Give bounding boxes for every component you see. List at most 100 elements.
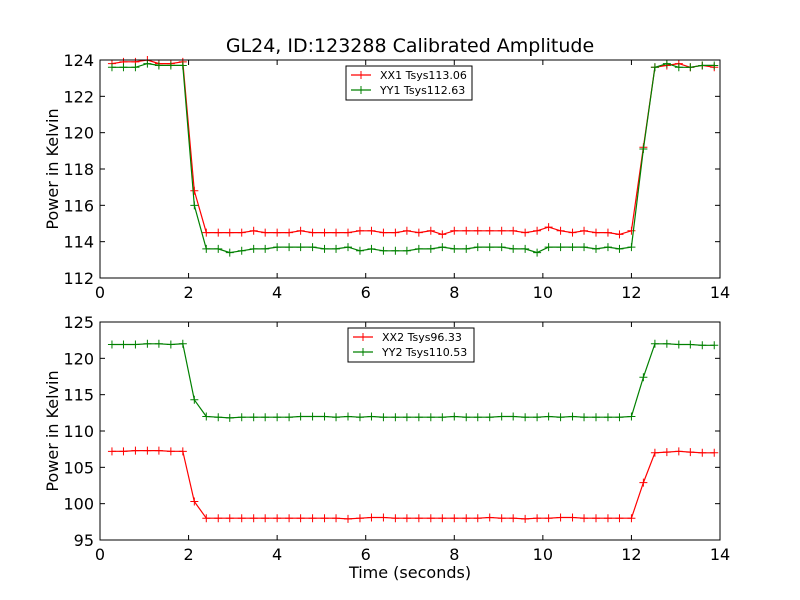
y-tick-label: 105 <box>63 458 94 477</box>
data-point <box>544 243 553 252</box>
x-tick-label: 0 <box>95 545 105 564</box>
data-point <box>533 226 542 235</box>
data-point <box>355 514 364 523</box>
data-point <box>154 61 163 70</box>
data-point <box>686 63 695 72</box>
data-point <box>568 412 577 421</box>
data-point <box>237 514 246 523</box>
data-point <box>320 244 329 253</box>
data-point <box>296 243 305 252</box>
data-point <box>592 514 600 523</box>
data-point <box>509 412 518 421</box>
data-point <box>178 447 187 456</box>
x-tick-label: 6 <box>361 283 371 302</box>
data-point <box>296 412 305 421</box>
data-point <box>485 226 494 235</box>
data-point <box>674 63 683 72</box>
x-tick-label: 4 <box>272 545 282 564</box>
data-point <box>285 243 294 252</box>
data-point <box>698 61 707 70</box>
x-tick-label: 8 <box>449 283 459 302</box>
data-point <box>344 514 352 523</box>
data-point <box>521 244 530 253</box>
x-tick-label: 12 <box>621 283 641 302</box>
data-point <box>391 514 400 523</box>
data-point <box>320 412 329 421</box>
data-point <box>521 514 530 523</box>
x-tick-label: 4 <box>272 283 282 302</box>
data-point <box>202 412 211 421</box>
data-point <box>497 412 506 421</box>
data-point <box>414 228 423 237</box>
data-point <box>119 63 128 72</box>
data-point <box>627 226 636 235</box>
data-point <box>285 514 294 523</box>
y-tick-label: 116 <box>63 196 94 215</box>
data-point <box>402 246 411 255</box>
top-subplot: 0 2 4 6 8 10 12 14 112 114 116 118 120 122 124 Power in… <box>43 51 730 302</box>
data-point <box>414 413 423 422</box>
data-point <box>285 228 294 237</box>
data-point <box>639 145 648 154</box>
data-point <box>485 243 494 252</box>
data-point <box>710 341 719 350</box>
data-point <box>485 413 494 422</box>
data-point <box>273 228 282 237</box>
data-point <box>308 412 317 421</box>
y-tick-label: 115 <box>63 386 94 405</box>
data-point <box>639 478 648 487</box>
figure-title: GL24, ID:123288 Calibrated Amplitude <box>226 35 594 57</box>
data-point <box>544 514 553 523</box>
data-point <box>355 246 364 255</box>
data-point <box>131 340 140 349</box>
x-tick-label: 6 <box>361 545 371 564</box>
data-point <box>178 61 187 70</box>
data-point <box>308 243 317 252</box>
data-point <box>249 244 258 253</box>
y-tick-label: 125 <box>63 313 94 332</box>
data-point <box>320 514 329 523</box>
data-point <box>497 243 506 252</box>
data-point <box>367 513 376 522</box>
data-point <box>568 513 577 522</box>
x-tick-label: 14 <box>710 283 730 302</box>
legend: XX1 Tsys113.06 YY1 Tsys112.63 <box>345 65 473 101</box>
data-point <box>580 226 589 235</box>
y-tick-label: 120 <box>63 349 94 368</box>
y-tick-label: 100 <box>63 495 94 514</box>
data-point <box>627 243 636 252</box>
data-point <box>332 413 341 422</box>
data-point <box>107 340 116 349</box>
data-point <box>308 228 317 237</box>
data-point <box>568 228 577 237</box>
x-tick-label: 0 <box>95 283 105 302</box>
data-point <box>521 413 530 422</box>
data-point <box>296 226 305 235</box>
data-point <box>627 412 636 421</box>
data-point <box>273 243 282 252</box>
x-tick-label: 2 <box>183 283 193 302</box>
data-point <box>261 514 270 523</box>
data-point <box>592 244 600 253</box>
data-point <box>662 339 671 348</box>
data-point <box>367 226 376 235</box>
data-point <box>710 61 719 70</box>
y-tick-label: 110 <box>63 422 94 441</box>
data-point <box>202 244 211 253</box>
data-point <box>462 514 471 523</box>
data-point <box>119 447 128 456</box>
data-point <box>285 413 294 422</box>
data-point <box>131 446 140 455</box>
legend-swatch-marker <box>357 71 365 79</box>
data-point <box>497 226 506 235</box>
data-point <box>273 514 282 523</box>
data-point <box>710 448 719 457</box>
data-point <box>509 226 518 235</box>
data-point <box>249 226 258 235</box>
series-line-1-2 <box>112 62 715 254</box>
data-point <box>533 514 542 523</box>
y-tick-label: 118 <box>63 160 94 179</box>
y-tick-label: 114 <box>63 233 94 252</box>
data-point <box>674 447 683 456</box>
